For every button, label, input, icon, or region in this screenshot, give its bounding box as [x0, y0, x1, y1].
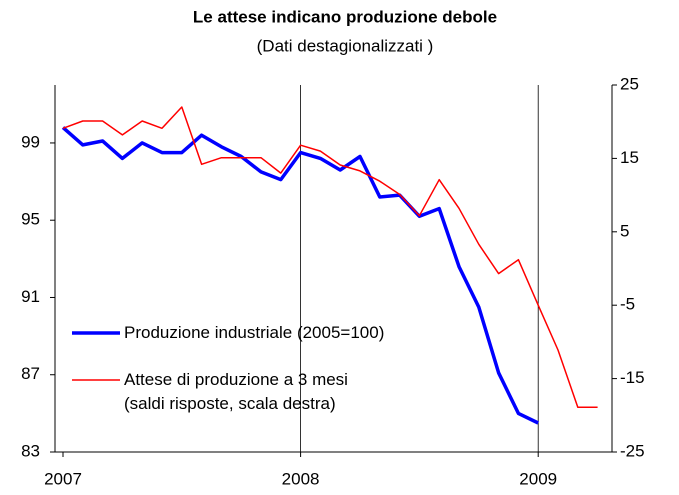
- y-tick-label: 87: [21, 364, 40, 383]
- y2-tick-label: -5: [620, 295, 635, 314]
- x-tick-label: 2007: [44, 469, 82, 488]
- y-tick-label: 91: [21, 287, 40, 306]
- x-tick-label: 2008: [282, 469, 320, 488]
- series-line: [61, 126, 539, 425]
- y-tick-label: 99: [21, 132, 40, 151]
- legend-label: Produzione industriale (2005=100): [124, 323, 385, 342]
- y2-tick-label: -25: [620, 441, 645, 460]
- y2-tick-label: 25: [620, 74, 639, 93]
- chart-subtitle: (Dati destagionalizzati ): [257, 36, 434, 55]
- chart-title: Le attese indicano produzione debole: [193, 7, 497, 26]
- x-tick-label: 2009: [519, 469, 557, 488]
- legend-label: Attese di produzione a 3 mesi (saldi ris…: [124, 370, 348, 413]
- y2-tick-label: -15: [620, 368, 645, 387]
- series-line: [62, 106, 598, 408]
- y2-tick-label: 15: [620, 148, 639, 167]
- y2-tick-label: 5: [620, 221, 629, 240]
- y-tick-label: 95: [21, 210, 40, 229]
- y-tick-label: 83: [21, 441, 40, 460]
